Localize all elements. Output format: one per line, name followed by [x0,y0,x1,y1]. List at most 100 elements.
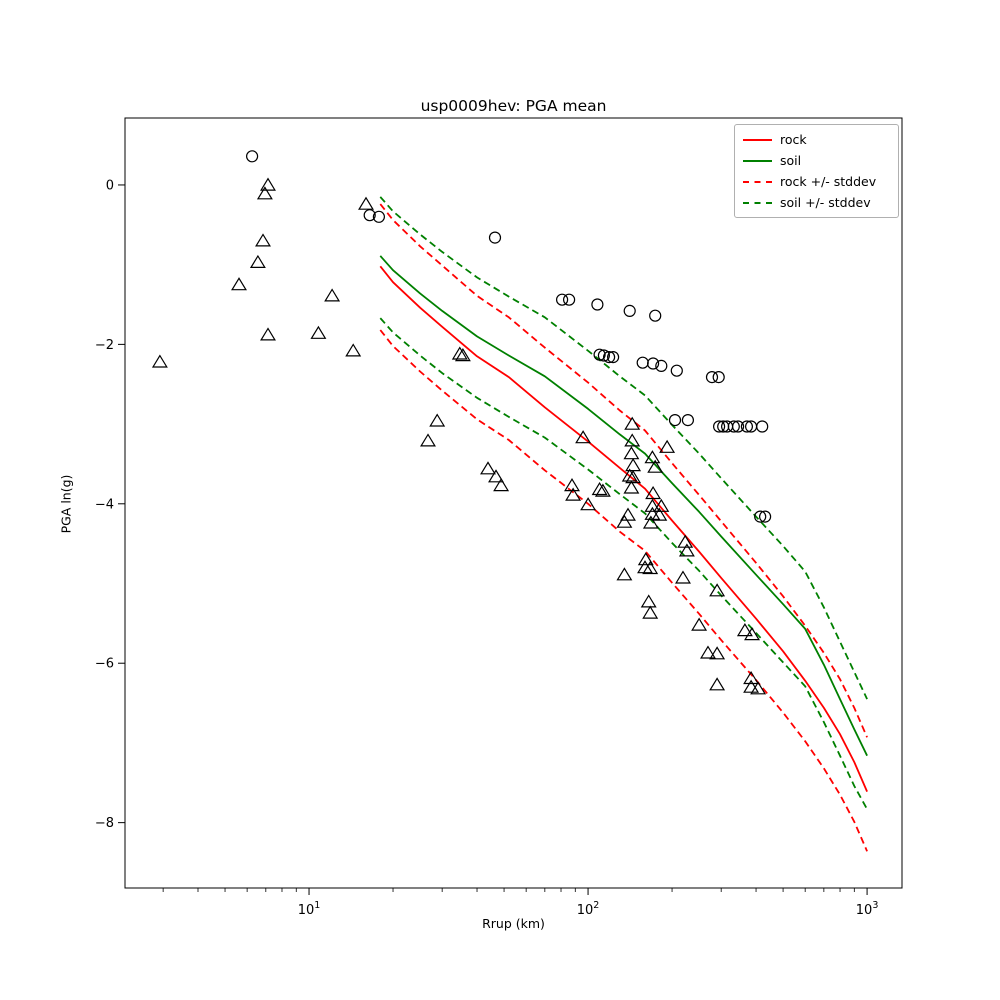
legend-label-rock-stddev: rock +/- stddev [780,174,877,189]
data-point-triangle [580,497,597,511]
data-point-triangle [744,627,760,641]
data-point-triangle [678,543,695,557]
data-point-circle [623,304,636,317]
data-point-circle [555,293,569,306]
data-point-triangle [691,617,708,631]
data-point-triangle [642,605,659,619]
chart-title: usp0009hev: PGA mean [420,97,607,115]
curve-soil-stddev [379,196,868,700]
data-point-circle [740,420,754,433]
data-point-circle [731,420,745,433]
data-point-triangle [620,507,636,521]
data-point-triangle [324,288,341,302]
data-point-triangle [255,233,271,247]
legend-line-soil-stddev [743,201,772,204]
data-point-triangle [454,348,471,362]
data-point-circle [655,359,668,372]
data-point-triangle [647,459,664,473]
data-point-triangle [621,468,638,482]
data-point-circle [246,150,259,163]
data-point-triangle [644,450,661,464]
data-point-triangle [637,560,653,574]
data-point-triangle [625,470,642,484]
legend-item-soil-stddev: soil +/- stddev [743,195,890,210]
curve-rock [379,265,868,792]
data-point-circle [602,351,616,364]
data-point-circle [668,414,682,427]
legend-label-soil-stddev: soil +/- stddev [780,195,871,210]
data-point-triangle [709,646,726,660]
data-point-circle [758,510,772,523]
curve-soil-stddev [379,317,868,810]
legend-item-soil: soil [743,153,890,168]
data-point-triangle [256,186,273,200]
data-point-triangle [249,254,266,268]
data-point-triangle [616,514,633,528]
data-point-triangle [709,583,726,597]
data-point-circle [488,231,502,244]
data-point-triangle [750,681,767,695]
data-point-triangle [642,515,659,529]
data-point-triangle [624,433,641,447]
x-axis-label: Rrup (km) [482,916,545,931]
data-point-triangle [640,594,657,608]
legend-box: rock soil rock +/- stddev soil +/- stdde… [734,124,899,218]
legend-line-rock [743,138,772,141]
data-point-circle [712,371,725,384]
data-point-triangle [310,325,327,339]
data-point-triangle [451,346,468,360]
data-point-triangle [575,430,592,444]
data-point-circle [372,210,385,223]
data-point-triangle [488,469,504,483]
y-tick-label: 0 [106,178,114,193]
data-point-triangle [743,670,760,685]
data-point-triangle [623,446,640,460]
data-point-triangle [231,277,247,291]
data-point-circle [712,420,726,433]
legend-item-rock: rock [743,132,890,147]
data-point-triangle [480,461,496,475]
data-point-triangle [625,458,642,472]
data-point-triangle [709,677,726,691]
data-point-triangle [700,645,716,659]
data-point-circle [591,298,604,311]
y-axis-label: PGA ln(g) [58,474,74,534]
data-point-circle [727,420,740,433]
y-tick-label: −6 [95,657,114,672]
data-point-triangle [644,506,661,520]
data-point-triangle [651,507,668,521]
data-point-circle [756,420,769,433]
data-point-triangle [565,487,582,501]
data-point-circle [593,348,606,361]
curve-rock-stddev [379,203,868,738]
legend-line-rock-stddev [743,180,772,183]
data-point-triangle [675,570,691,584]
data-point-triangle [151,354,168,368]
data-point-triangle [358,196,374,210]
data-point-triangle [645,485,662,500]
data-point-circle [705,371,719,384]
data-point-triangle [594,483,611,497]
legend-label-soil: soil [780,153,802,168]
data-point-circle [681,414,695,427]
data-point-triangle [644,498,661,512]
data-point-triangle [624,416,641,430]
legend-label-rock: rock [780,132,807,147]
data-point-triangle [591,481,608,496]
legend-line-soil [743,159,772,162]
data-point-triangle [623,480,640,494]
data-point-triangle [564,478,580,492]
data-point-triangle [743,679,760,693]
data-point-triangle [420,433,436,447]
data-point-circle [597,349,611,362]
curve-soil [379,255,868,757]
data-point-triangle [260,177,276,191]
y-tick-label: −4 [95,497,114,512]
data-point-circle [670,364,683,377]
data-point-circle [636,356,649,369]
legend-item-rock-stddev: rock +/- stddev [743,174,890,189]
data-point-triangle [736,623,753,637]
data-point-triangle [659,439,676,453]
